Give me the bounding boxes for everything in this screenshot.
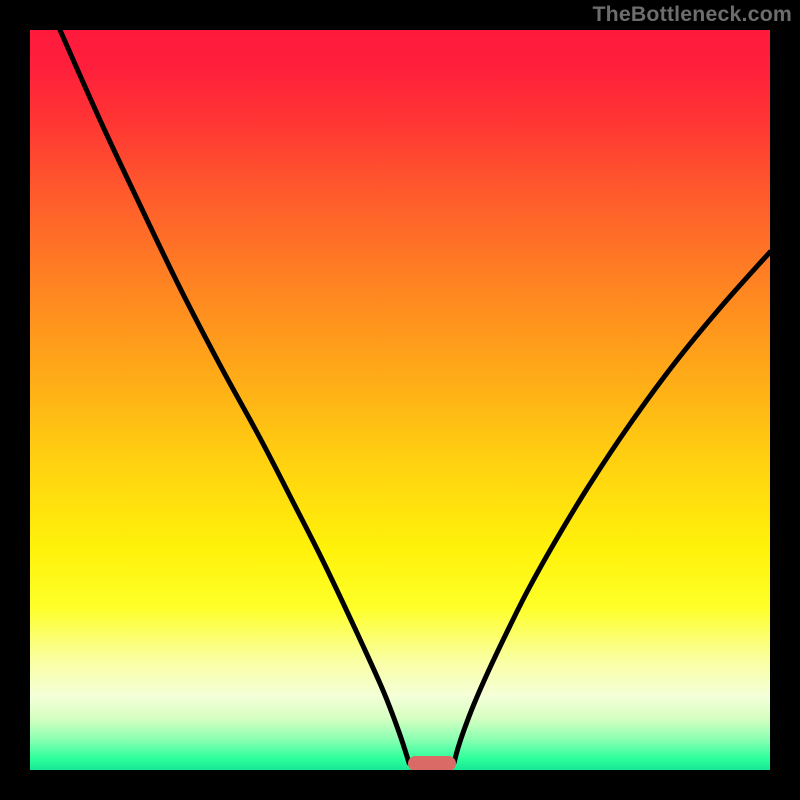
bottleneck-marker [408,756,456,770]
plot-area [30,30,770,770]
right-curve [454,252,770,763]
left-curve [60,30,409,763]
watermark-label: TheBottleneck.com [592,2,792,27]
bottleneck-curves [30,30,770,770]
